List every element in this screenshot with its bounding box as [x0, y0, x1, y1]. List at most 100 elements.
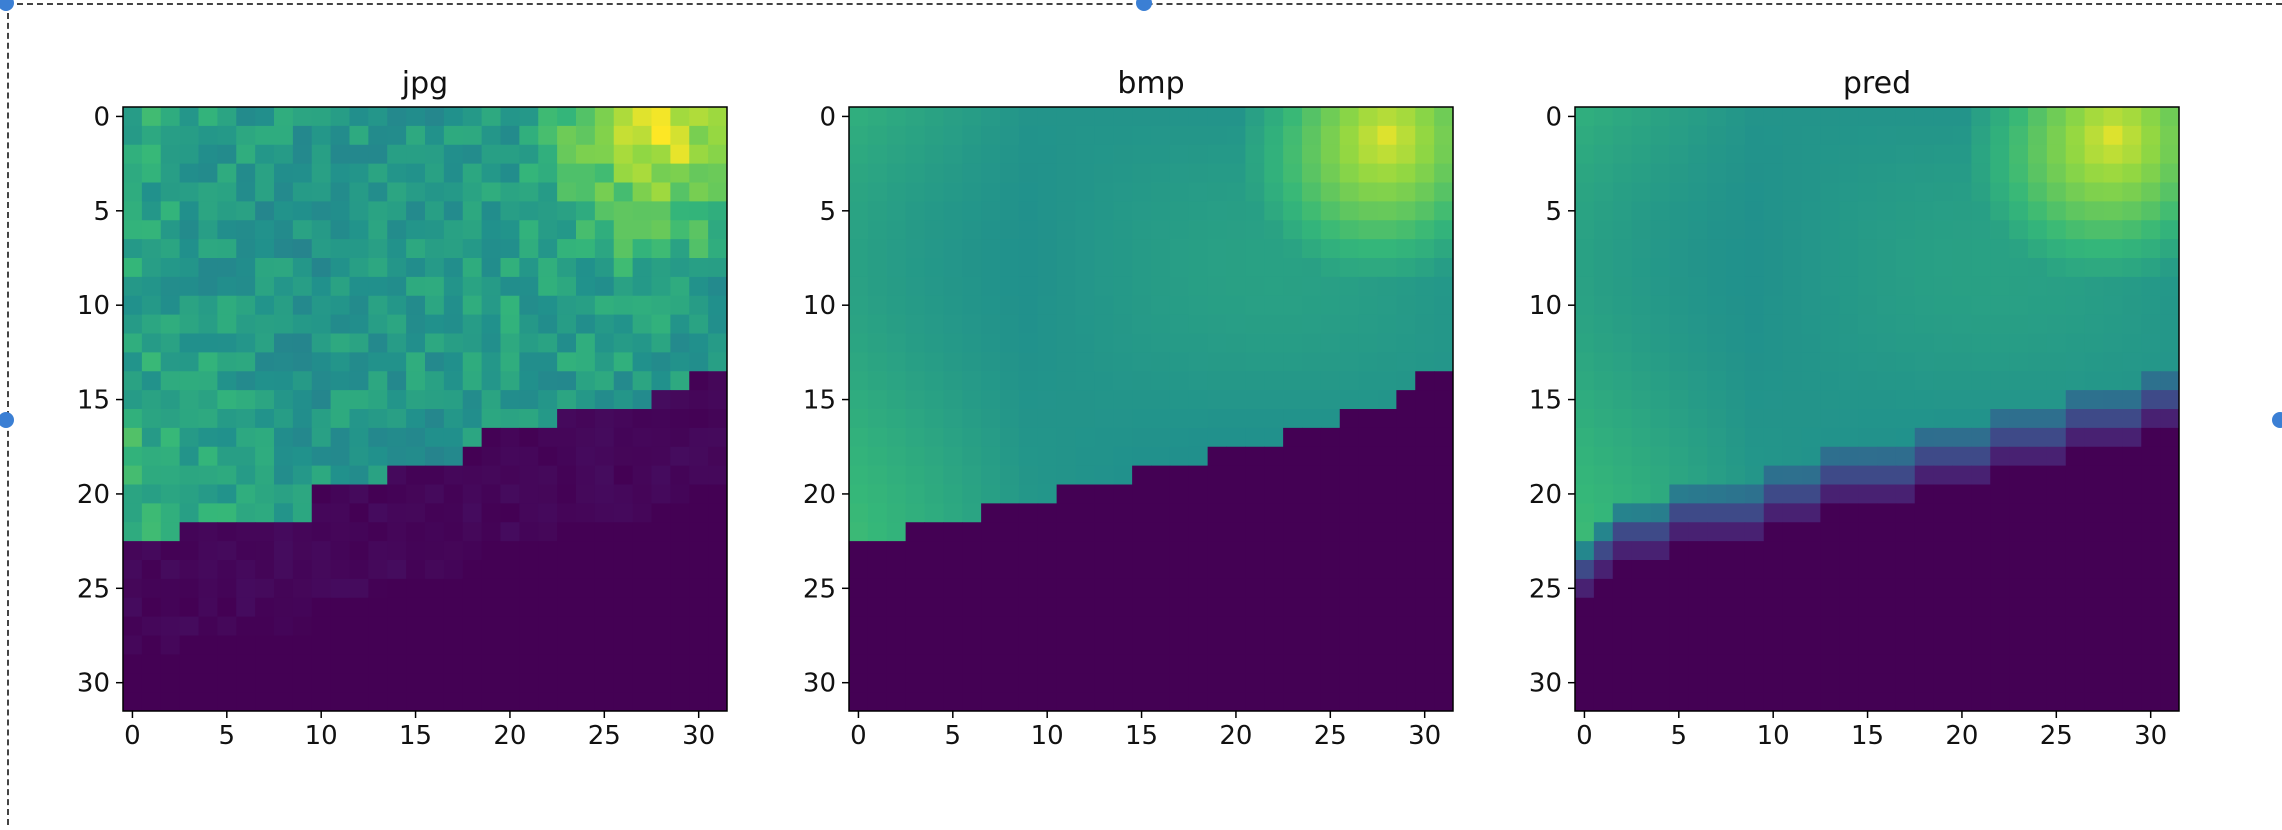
- heatmap-cell: [198, 125, 218, 146]
- heatmap-cell: [198, 654, 218, 674]
- heatmap-cell: [217, 578, 237, 599]
- heatmap-cell: [613, 616, 634, 636]
- top-center-handle[interactable]: [1136, 0, 1152, 11]
- heatmap-cell: [962, 597, 982, 618]
- heatmap-cell: [594, 673, 615, 693]
- heatmap-cell: [2009, 635, 2029, 655]
- heatmap-cell: [1132, 541, 1152, 561]
- heatmap-cell: [1650, 371, 1670, 391]
- heatmap-cell: [2122, 465, 2142, 485]
- heatmap-cell: [576, 390, 596, 410]
- heatmap-cell: [1782, 427, 1802, 448]
- left-middle-handle[interactable]: [0, 412, 14, 428]
- heatmap-cell: [1612, 220, 1633, 240]
- heatmap-cell: [943, 333, 963, 353]
- heatmap-cell: [1914, 276, 1935, 297]
- heatmap-cell: [943, 560, 963, 580]
- heatmap-cell: [1245, 409, 1265, 429]
- heatmap-cell: [311, 314, 332, 334]
- heatmap-cell: [924, 578, 944, 599]
- heatmap-cell: [481, 352, 501, 372]
- heatmap-cell: [198, 276, 218, 297]
- heatmap-cell: [1188, 484, 1209, 504]
- heatmap-cell: [670, 541, 690, 561]
- heatmap-cell: [849, 125, 869, 146]
- heatmap-cell: [1320, 125, 1341, 146]
- heatmap-cell: [387, 182, 407, 202]
- heatmap-cell: [576, 484, 596, 504]
- heatmap-cell: [670, 107, 690, 127]
- heatmap-cell: [349, 409, 369, 429]
- heatmap-cell: [886, 560, 907, 580]
- y-tick-label: 0: [93, 102, 110, 132]
- right-middle-handle[interactable]: [2272, 412, 2282, 428]
- heatmap-cell: [1914, 182, 1935, 202]
- heatmap-cell: [2065, 503, 2086, 523]
- heatmap-cell: [1895, 182, 1916, 202]
- heatmap-cell: [886, 107, 907, 127]
- heatmap-cell: [368, 578, 388, 599]
- heatmap-cell: [1688, 673, 1708, 693]
- heatmap-cell: [1914, 144, 1935, 165]
- heatmap-cell: [311, 522, 332, 542]
- heatmap-cell: [330, 541, 350, 561]
- heatmap-cell: [632, 673, 652, 693]
- heatmap-cell: [1763, 465, 1784, 485]
- heatmap-cell: [330, 560, 350, 580]
- heatmap-cell: [1000, 107, 1020, 127]
- heatmap-cell: [292, 484, 313, 504]
- heatmap-cell: [2160, 654, 2180, 674]
- heatmap-cell: [179, 371, 199, 391]
- heatmap-cell: [1207, 144, 1227, 165]
- heatmap-cell: [1971, 276, 1991, 297]
- heatmap-cell: [943, 352, 963, 372]
- heatmap-cell: [1245, 446, 1265, 467]
- heatmap-cell: [198, 541, 218, 561]
- heatmap-cell: [1952, 427, 1972, 448]
- heatmap-cell: [2141, 427, 2161, 448]
- heatmap-cell: [867, 446, 888, 467]
- heatmap-cell: [1037, 201, 1058, 221]
- heatmap-cell: [1726, 144, 1746, 165]
- heatmap-cell: [1283, 597, 1303, 618]
- heatmap-cell: [2103, 276, 2123, 297]
- heatmap-cell: [594, 314, 615, 334]
- heatmap-cell: [1151, 201, 1171, 221]
- heatmap-cell: [1726, 182, 1746, 202]
- heatmap-cell: [594, 333, 615, 353]
- heatmap-cell: [1339, 597, 1360, 618]
- heatmap-cell: [1612, 409, 1633, 429]
- heatmap-cell: [1207, 390, 1227, 410]
- heatmap-cell: [2046, 578, 2067, 599]
- heatmap-cell: [1612, 107, 1633, 127]
- heatmap-cell: [1320, 314, 1341, 334]
- heatmap-cell: [1339, 484, 1360, 504]
- heatmap-cell: [2141, 258, 2161, 278]
- heatmap-cell: [651, 163, 671, 183]
- heatmap-cell: [1320, 654, 1341, 674]
- heatmap-cell: [557, 654, 577, 674]
- heatmap-cell: [924, 220, 944, 240]
- heatmap-cell: [2141, 446, 2161, 467]
- top-left-handle[interactable]: [0, 0, 14, 11]
- heatmap-cell: [443, 616, 464, 636]
- heatmap-cell: [1113, 239, 1133, 259]
- heatmap-cell: [1000, 144, 1020, 165]
- heatmap-cell: [670, 258, 690, 278]
- heatmap-cell: [1169, 107, 1190, 127]
- heatmap-cell: [1000, 635, 1020, 655]
- heatmap-cell: [1434, 578, 1454, 599]
- heatmap-cell: [255, 673, 275, 693]
- heatmap-cell: [708, 201, 728, 221]
- heatmap-cell: [2084, 295, 2104, 316]
- heatmap-cell: [1188, 465, 1209, 485]
- heatmap-cell: [425, 295, 445, 316]
- heatmap-cell: [1990, 125, 2010, 146]
- heatmap-cell: [2122, 522, 2142, 542]
- heatmap-cell: [330, 125, 350, 146]
- heatmap-cell: [462, 371, 483, 391]
- heatmap-cell: [443, 333, 464, 353]
- heatmap-cell: [406, 125, 426, 146]
- heatmap-cell: [274, 163, 294, 183]
- heatmap-cell: [1358, 541, 1378, 561]
